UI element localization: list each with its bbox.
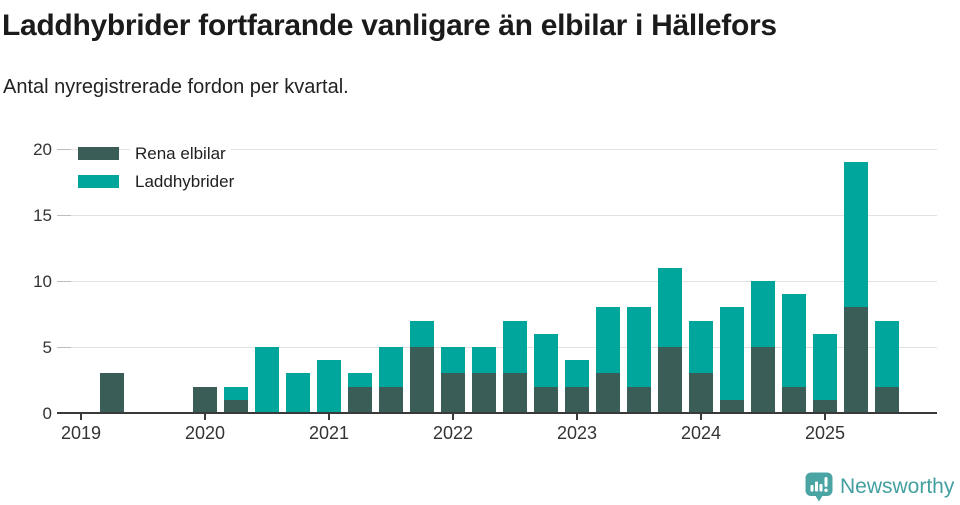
legend-swatch-rena-elbilar [78, 147, 119, 160]
x-axis-tick [824, 414, 826, 420]
bar-segment-laddhybrider [224, 386, 248, 400]
x-axis-tick [80, 414, 82, 420]
bar-segment-laddhybrider [410, 320, 434, 347]
y-axis-tick-label: 0 [42, 404, 52, 423]
bar-segment-rena-elbilar [627, 386, 651, 413]
bar-segment-rena-elbilar [689, 373, 713, 413]
bar-segment-laddhybrider [782, 294, 806, 387]
x-axis-tick [576, 414, 578, 420]
bar-segment-rena-elbilar [596, 373, 620, 413]
bar-segment-laddhybrider [627, 307, 651, 387]
newsworthy-logo-icon [805, 472, 833, 502]
x-axis-tick [452, 414, 454, 420]
y-axis-tick [57, 149, 71, 150]
gridline [57, 215, 937, 216]
x-axis-tick-label: 2022 [432, 423, 474, 443]
page-title: Laddhybrider fortfarande vanligare än el… [2, 9, 777, 42]
bar-segment-laddhybrider [844, 162, 868, 308]
bar-segment-rena-elbilar [193, 386, 217, 413]
bar-segment-laddhybrider [348, 373, 372, 387]
bar-segment-rena-elbilar [100, 373, 124, 413]
bar-segment-laddhybrider [720, 307, 744, 400]
bar-segment-rena-elbilar [348, 386, 372, 413]
x-axis-tick-label: 2021 [308, 423, 350, 443]
bar-segment-rena-elbilar [813, 399, 837, 413]
bar-segment-laddhybrider [441, 347, 465, 374]
bar-segment-laddhybrider [255, 347, 279, 413]
x-axis-tick [204, 414, 206, 420]
bar-segment-laddhybrider [596, 307, 620, 374]
bar-segment-rena-elbilar [751, 347, 775, 413]
bar-segment-rena-elbilar [565, 386, 589, 413]
legend-item-laddhybrider: Laddhybrider [78, 169, 240, 194]
x-axis-tick [328, 414, 330, 420]
y-axis-tick [57, 281, 71, 282]
y-axis-tick-label: 5 [42, 338, 52, 357]
x-axis-tick [700, 414, 702, 420]
y-axis-tick-label: 10 [33, 272, 52, 291]
gridline [57, 347, 937, 348]
y-axis-tick-label: 20 [33, 140, 52, 159]
bar-segment-rena-elbilar [875, 386, 899, 413]
bar-segment-rena-elbilar [379, 386, 403, 413]
x-axis-tick-label: 2025 [804, 423, 846, 443]
footer-brand: Newsworthy [805, 472, 954, 502]
legend-label-laddhybrider: Laddhybrider [130, 169, 240, 194]
bar-segment-laddhybrider [534, 333, 558, 387]
bar-segment-rena-elbilar [782, 386, 806, 413]
bar-segment-laddhybrider [286, 373, 310, 413]
bar-segment-rena-elbilar [224, 399, 248, 413]
bar-segment-laddhybrider [658, 267, 682, 347]
bar-segment-laddhybrider [751, 281, 775, 347]
bar-segment-rena-elbilar [410, 347, 434, 413]
y-axis-tick-label: 15 [33, 206, 52, 225]
bar-segment-rena-elbilar [472, 373, 496, 413]
page-subtitle: Antal nyregistrerade fordon per kvartal. [3, 76, 349, 98]
bar-segment-rena-elbilar [441, 373, 465, 413]
legend-item-rena-elbilar: Rena elbilar [78, 141, 239, 166]
bar-segment-rena-elbilar [503, 373, 527, 413]
legend-label-rena-elbilar: Rena elbilar [130, 141, 231, 166]
y-axis-tick [57, 215, 71, 216]
x-axis-tick-label: 2019 [60, 423, 102, 443]
chart-legend: Rena elbilar Laddhybrider [78, 141, 240, 203]
bar-segment-rena-elbilar [720, 399, 744, 413]
bar-segment-laddhybrider [317, 360, 341, 413]
x-axis-tick-label: 2023 [556, 423, 598, 443]
bar-segment-laddhybrider [813, 333, 837, 400]
legend-swatch-laddhybrider [78, 175, 119, 188]
bar-segment-laddhybrider [565, 360, 589, 387]
bar-segment-rena-elbilar [658, 347, 682, 413]
bar-segment-laddhybrider [472, 347, 496, 374]
y-axis-tick [57, 347, 71, 348]
x-axis-tick-label: 2024 [680, 423, 722, 443]
bar-segment-laddhybrider [503, 320, 527, 374]
bar-segment-rena-elbilar [844, 307, 868, 413]
brand-name: Newsworthy [840, 475, 955, 498]
x-axis-tick-label: 2020 [184, 423, 226, 443]
gridline [57, 281, 937, 282]
x-axis-line [57, 412, 937, 414]
bar-segment-rena-elbilar [534, 386, 558, 413]
bar-segment-laddhybrider [689, 320, 713, 374]
gridline [57, 149, 937, 150]
bar-segment-laddhybrider [379, 347, 403, 387]
bar-segment-laddhybrider [875, 320, 899, 387]
